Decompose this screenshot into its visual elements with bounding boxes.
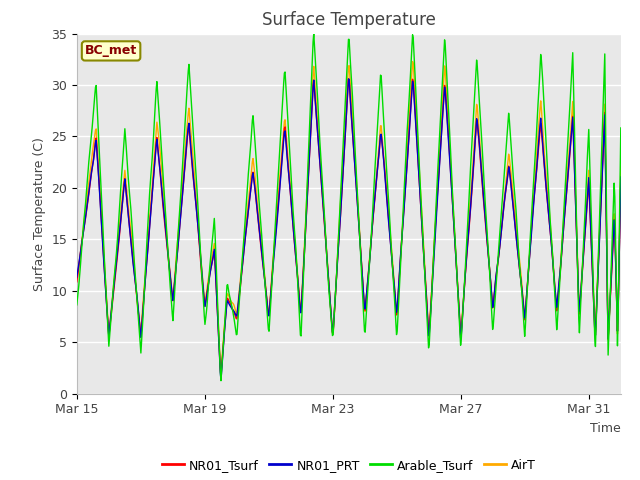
Legend: NR01_Tsurf, NR01_PRT, Arable_Tsurf, AirT: NR01_Tsurf, NR01_PRT, Arable_Tsurf, AirT (157, 454, 541, 477)
Text: Time: Time (590, 422, 621, 435)
Y-axis label: Surface Temperature (C): Surface Temperature (C) (33, 137, 45, 290)
Text: BC_met: BC_met (85, 44, 137, 58)
Title: Surface Temperature: Surface Temperature (262, 11, 436, 29)
